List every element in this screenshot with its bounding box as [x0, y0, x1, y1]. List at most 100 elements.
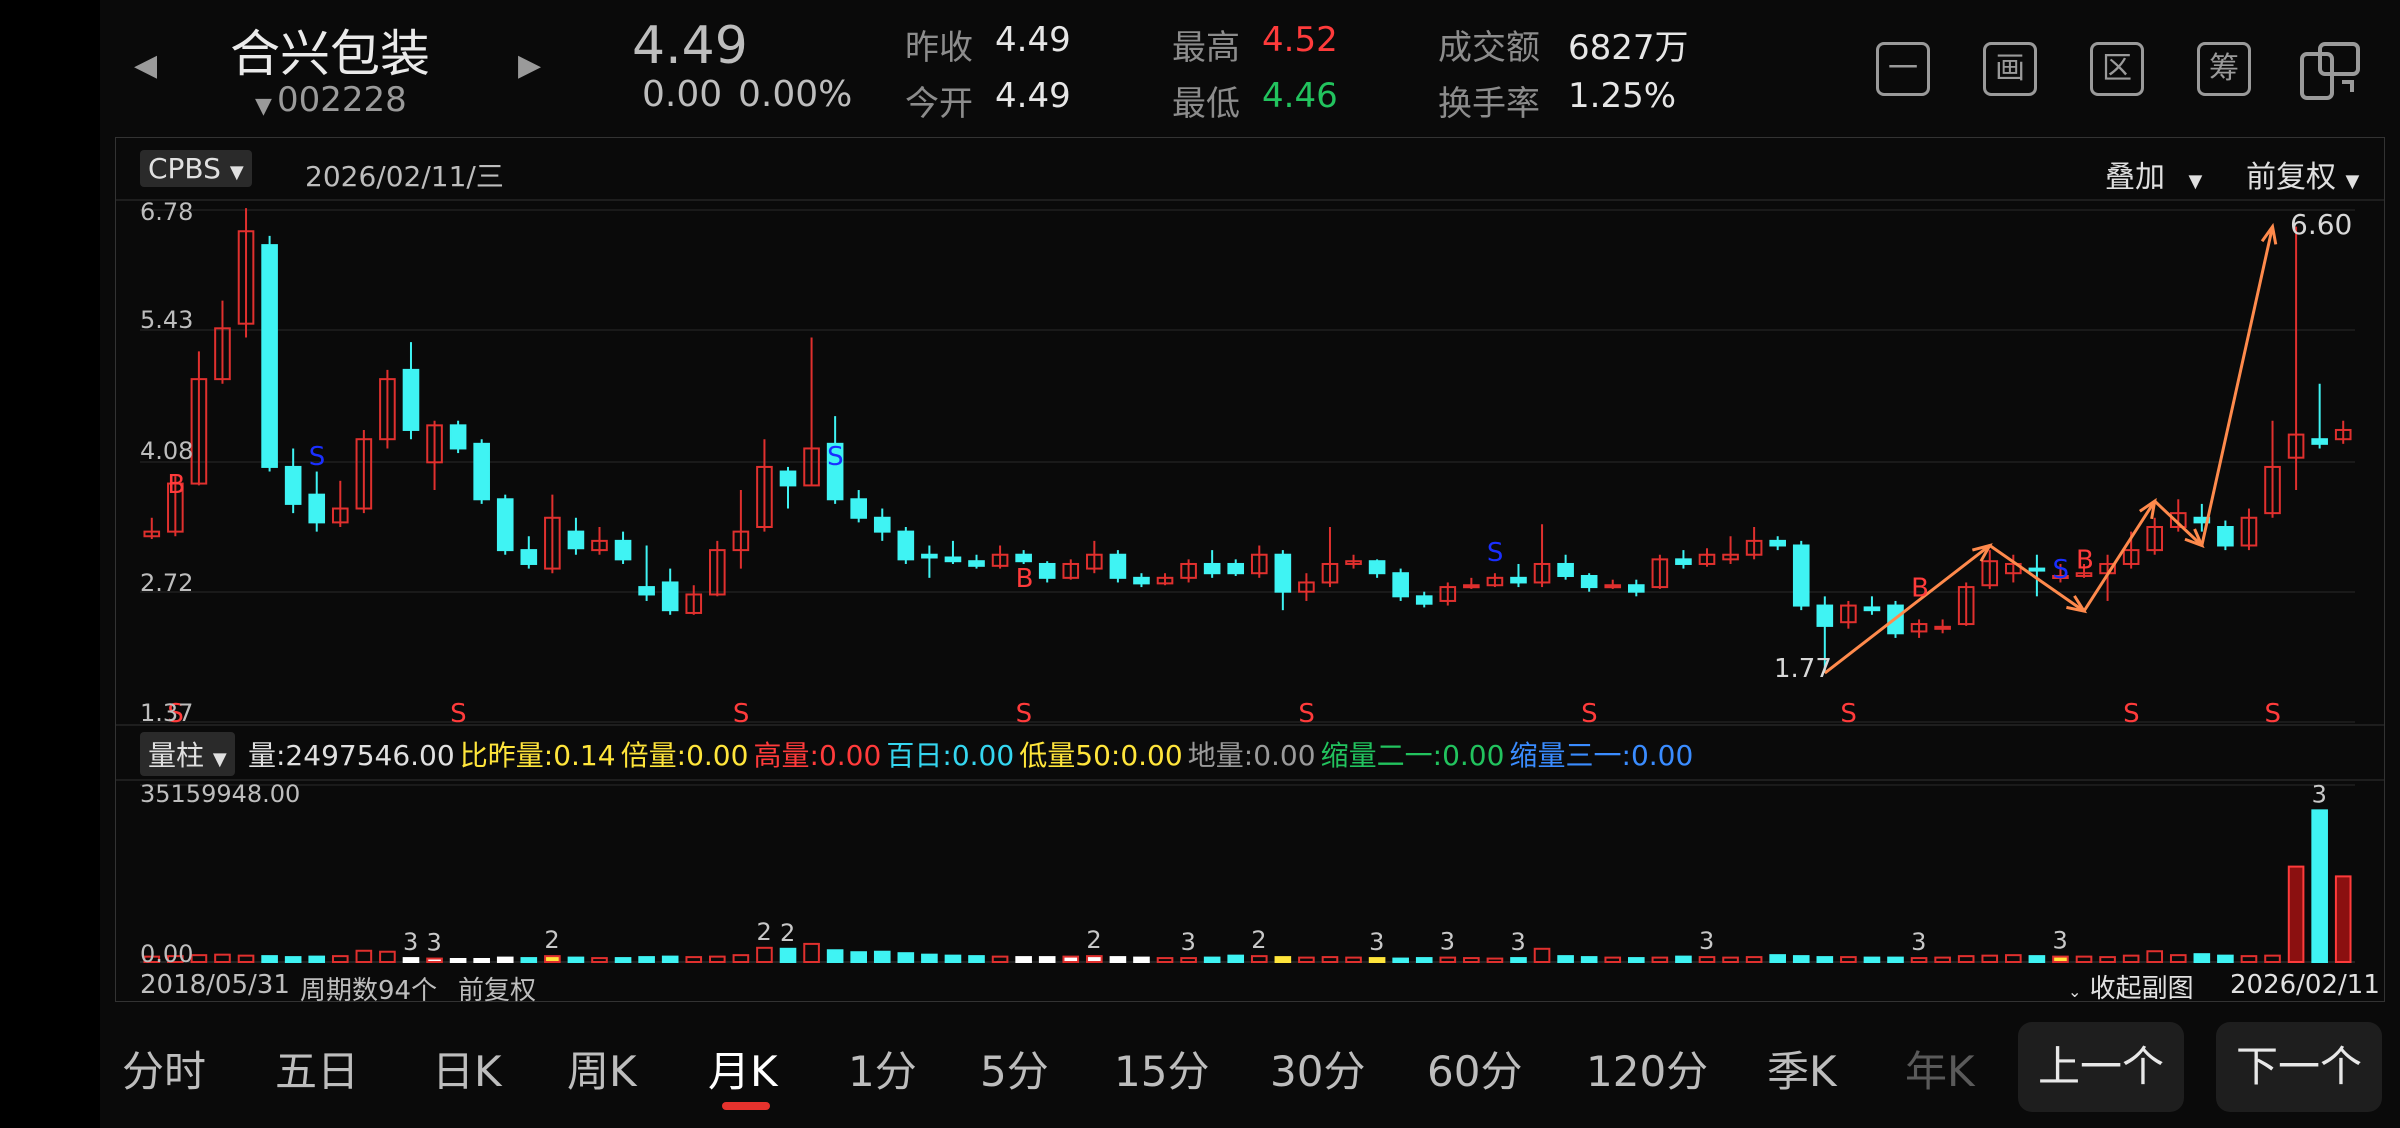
candle-body	[685, 593, 703, 614]
volume-bar	[1415, 957, 1433, 964]
volume-bar	[473, 958, 490, 963]
candle-body	[1274, 553, 1292, 593]
volume-bar	[2334, 875, 2352, 963]
min-price-label: 1.77	[1774, 654, 1832, 684]
low-value: 4.46	[1262, 76, 1338, 116]
candle-body	[1368, 560, 1386, 575]
volume-indicator: 低量50:0.00	[1019, 739, 1183, 772]
volume-bar	[1604, 956, 1622, 964]
volume-bar	[1910, 957, 1928, 964]
volume-bar	[214, 953, 231, 963]
candle-body	[379, 378, 396, 441]
candle-body	[167, 482, 184, 533]
end-date: 2026/02/11	[2230, 970, 2380, 1000]
tab-5min[interactable]: 5分	[980, 1047, 1049, 1096]
candle-body	[1604, 584, 1622, 589]
volume-bar	[685, 956, 703, 964]
overlay-dropdown[interactable]: 叠加 ▼	[2105, 152, 2202, 196]
tab-15min[interactable]: 15分	[1114, 1047, 1210, 1096]
volume-bar	[1392, 957, 1409, 964]
buy-signal: B	[167, 470, 185, 500]
next-stock-arrow-icon[interactable]: ▶	[518, 48, 542, 83]
candle-body	[1392, 572, 1409, 598]
prev-stock-arrow-icon[interactable]: ◀	[134, 48, 158, 83]
tab-five-day[interactable]: 五日	[275, 1047, 360, 1096]
candle-body	[449, 424, 467, 450]
range-icon[interactable]: 区	[2090, 42, 2144, 96]
volume-bar	[2052, 955, 2069, 964]
volume-bar	[779, 947, 797, 963]
volume-bar	[449, 958, 467, 963]
candle-body	[2122, 549, 2140, 565]
amount-value: 6827万	[1568, 28, 1689, 68]
indicator-dropdown[interactable]: CPBS ▼	[140, 150, 252, 187]
single-chart-icon[interactable]: 一	[1876, 42, 1930, 96]
candle-body	[190, 378, 208, 485]
volume-dropdown-label: 量柱	[148, 739, 205, 772]
candle-body	[1062, 562, 1080, 579]
tab-60min[interactable]: 60分	[1427, 1047, 1523, 1096]
adjust-dropdown[interactable]: 前复权 ▼	[2246, 152, 2359, 196]
volume-bar	[850, 951, 868, 963]
volume-bar	[1463, 957, 1480, 964]
tab-120min[interactable]: 120分	[1586, 1047, 1709, 1096]
tab-season-k[interactable]: 季K	[1767, 1047, 1837, 1096]
volume-bar	[826, 949, 844, 964]
volume-count-label: 2	[1251, 926, 1266, 954]
draw-icon[interactable]: 画	[1983, 42, 2037, 96]
rotate-screen-icon[interactable]	[2298, 38, 2362, 102]
candle-body	[1439, 586, 1457, 602]
left-margin	[0, 0, 100, 1128]
prev-stock-button[interactable]: 上一个	[2018, 1022, 2184, 1112]
candle-body	[1957, 586, 1975, 626]
tab-intraday[interactable]: 分时	[122, 1047, 207, 1096]
tab-week-k[interactable]: 周K	[567, 1047, 637, 1096]
volume-bar	[261, 955, 278, 964]
volume-bar	[1840, 956, 1857, 964]
chip-distribution-icon[interactable]: 筹	[2197, 42, 2251, 96]
caret-down-icon: ▼	[229, 162, 244, 183]
low-label: 最低	[1172, 84, 1240, 124]
volume-bar	[1298, 956, 1315, 964]
volume-bar	[921, 953, 938, 963]
candle-body	[779, 470, 797, 487]
next-stock-button[interactable]: 下一个	[2216, 1022, 2382, 1112]
collapse-subchart[interactable]: ⌄ 收起副图	[2068, 968, 2194, 1005]
candle-body	[2169, 512, 2187, 529]
candle-body	[921, 553, 938, 559]
volume-indicator-row: 量:2497546.00 比昨量:0.14 倍量:0.00 高量:0.00 百日…	[248, 734, 1693, 774]
candle-body	[756, 465, 773, 529]
turnover-label: 换手率	[1438, 84, 1540, 124]
y-tick-label: 5.43	[140, 306, 194, 334]
volume-indicator: 地量:0.00	[1187, 739, 1316, 772]
candle-body	[1109, 553, 1127, 579]
tab-1min[interactable]: 1分	[848, 1047, 917, 1096]
volume-bar	[1651, 956, 1669, 964]
tab-year-k[interactable]: 年K	[1905, 1047, 1975, 1096]
volume-bar	[402, 957, 420, 964]
high-label: 最高	[1172, 28, 1240, 68]
volume-bar	[2311, 809, 2328, 963]
candle-body	[614, 539, 632, 561]
candle-body	[803, 447, 820, 487]
volume-count-label: 3	[2052, 927, 2067, 955]
volume-dropdown[interactable]: 量柱 ▼	[140, 732, 235, 776]
volume-bar	[1745, 956, 1763, 964]
volume-count-label: 3	[1369, 928, 1384, 956]
volume-bar	[1510, 957, 1527, 964]
volume-bar	[803, 942, 820, 964]
tab-day-k[interactable]: 日K	[432, 1047, 502, 1096]
candle-body	[520, 549, 538, 565]
candle-body	[1086, 553, 1103, 570]
tab-30min[interactable]: 30分	[1270, 1047, 1366, 1096]
bottom-sell-signal: S	[167, 699, 184, 729]
candle-body	[2146, 526, 2164, 552]
price-change: 0.00	[642, 74, 723, 115]
volume-count-label: 2	[1086, 926, 1101, 954]
candle-body	[591, 539, 608, 552]
stock-code-group[interactable]: ▼ 002228	[255, 80, 407, 120]
tab-month-k[interactable]: 月K	[708, 1047, 778, 1096]
start-date: 2018/05/31	[140, 970, 290, 1000]
candle-body	[2240, 516, 2258, 547]
